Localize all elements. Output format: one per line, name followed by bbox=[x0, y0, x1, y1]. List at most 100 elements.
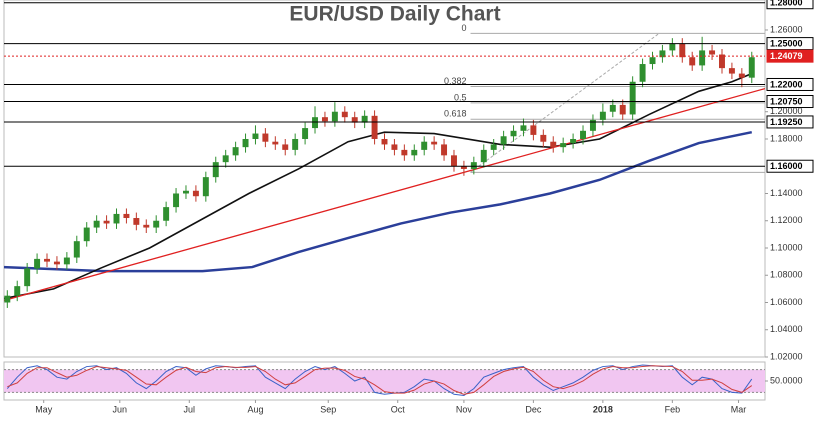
candle-body bbox=[411, 149, 418, 156]
candle-body bbox=[183, 190, 189, 194]
candle-body bbox=[709, 50, 716, 55]
level-label: 1.24079 bbox=[770, 51, 803, 61]
x-tick-label: May bbox=[35, 404, 53, 414]
y-tick-label: 1.06000 bbox=[770, 297, 803, 307]
candle-body bbox=[570, 138, 577, 144]
candle-body bbox=[669, 43, 676, 51]
chart-title: EUR/USD Daily Chart bbox=[289, 3, 500, 26]
y-tick-label: 1.18000 bbox=[770, 133, 803, 143]
candle-body bbox=[192, 190, 199, 197]
candle-body bbox=[73, 241, 80, 258]
candle-body bbox=[44, 258, 50, 262]
candle-body bbox=[341, 111, 348, 118]
candle-body bbox=[659, 50, 666, 58]
candle-body bbox=[163, 207, 170, 221]
candle-body bbox=[609, 104, 616, 112]
candle-body bbox=[312, 117, 318, 129]
x-tick-label: 2018 bbox=[593, 404, 613, 414]
candle-body bbox=[302, 128, 309, 139]
x-tick-label: Mar bbox=[731, 404, 747, 414]
y-tick-label: 1.10000 bbox=[770, 242, 803, 252]
candle-body bbox=[331, 111, 338, 122]
candle-body bbox=[252, 133, 259, 139]
candle-body bbox=[639, 64, 646, 82]
candle-body bbox=[699, 50, 706, 66]
candle-body bbox=[580, 130, 586, 139]
level-label: 1.20750 bbox=[770, 96, 803, 106]
x-tick-label: Aug bbox=[247, 404, 263, 414]
x-tick-label: Sep bbox=[320, 404, 336, 414]
stochastic-band bbox=[4, 369, 765, 393]
candle-body bbox=[361, 115, 368, 123]
fib-label: 0 bbox=[462, 23, 467, 33]
candle-body bbox=[222, 155, 229, 163]
candle-body bbox=[728, 68, 735, 74]
x-tick-label: Jul bbox=[184, 404, 196, 414]
candle-body bbox=[629, 81, 636, 115]
candle-body bbox=[63, 257, 70, 265]
level-label: 1.25000 bbox=[770, 38, 803, 48]
candle-body bbox=[719, 54, 725, 69]
candle-body bbox=[262, 133, 269, 142]
overlay-line bbox=[4, 130, 753, 273]
y-tick-label: 1.12000 bbox=[770, 215, 803, 225]
candle-body bbox=[282, 144, 289, 150]
candle-body bbox=[4, 295, 11, 303]
overlay-line bbox=[4, 87, 765, 302]
candle-body bbox=[202, 177, 209, 197]
candle-body bbox=[550, 141, 557, 148]
candle-body bbox=[540, 134, 547, 142]
y-tick-label: 1.04000 bbox=[770, 324, 803, 334]
candle-body bbox=[53, 261, 60, 265]
candle-body bbox=[589, 119, 596, 131]
candle-body bbox=[619, 104, 626, 115]
candle-body bbox=[490, 144, 497, 150]
fib-label: 0.618 bbox=[444, 109, 467, 119]
candle-body bbox=[391, 144, 398, 150]
x-tick-label: Dec bbox=[525, 404, 542, 414]
candle-body bbox=[500, 136, 507, 145]
x-tick-label: Jun bbox=[113, 404, 128, 414]
candle-body bbox=[599, 111, 606, 120]
candle-body bbox=[242, 138, 249, 148]
candle-body bbox=[351, 117, 358, 123]
candle-body bbox=[14, 286, 21, 296]
fib-label: 0.382 bbox=[444, 76, 467, 86]
level-box bbox=[766, 37, 814, 51]
candle-body bbox=[689, 57, 696, 66]
overlay-line bbox=[4, 72, 753, 300]
candle-body bbox=[441, 144, 448, 156]
candle-body bbox=[738, 73, 745, 78]
candle-body bbox=[232, 147, 239, 156]
level-label: 1.16000 bbox=[770, 161, 803, 171]
level-box bbox=[766, 0, 814, 10]
candle-body bbox=[371, 115, 378, 139]
stochastic-tick-label: 50.0000 bbox=[770, 375, 803, 385]
y-tick-label: 1.08000 bbox=[770, 270, 803, 280]
level-box bbox=[766, 49, 814, 63]
candle-body bbox=[520, 125, 527, 131]
level-label: 1.22000 bbox=[770, 79, 803, 89]
candle-body bbox=[421, 141, 428, 150]
plot-area bbox=[3, 0, 766, 358]
stochastic-line bbox=[7, 365, 753, 395]
candle-body bbox=[451, 155, 457, 167]
y-tick-label: 1.14000 bbox=[770, 188, 803, 198]
x-tick-label: Oct bbox=[391, 404, 406, 414]
level-box bbox=[766, 77, 814, 91]
candle-body bbox=[381, 138, 388, 145]
level-label: 1.19250 bbox=[770, 117, 803, 127]
candle-body bbox=[272, 141, 279, 145]
y-tick-label: 1.02000 bbox=[770, 351, 803, 361]
candle-body bbox=[34, 258, 41, 269]
fib-label: 0.5 bbox=[454, 92, 467, 102]
candle-body bbox=[460, 166, 467, 169]
candle-body bbox=[510, 130, 517, 137]
candle-body bbox=[103, 220, 110, 224]
level-label: 1.28000 bbox=[770, 0, 803, 8]
candle-body bbox=[212, 162, 219, 178]
candle-body bbox=[123, 213, 130, 219]
candle-body bbox=[153, 220, 160, 228]
candle-body bbox=[679, 43, 686, 58]
x-tick-label: Feb bbox=[665, 404, 681, 414]
